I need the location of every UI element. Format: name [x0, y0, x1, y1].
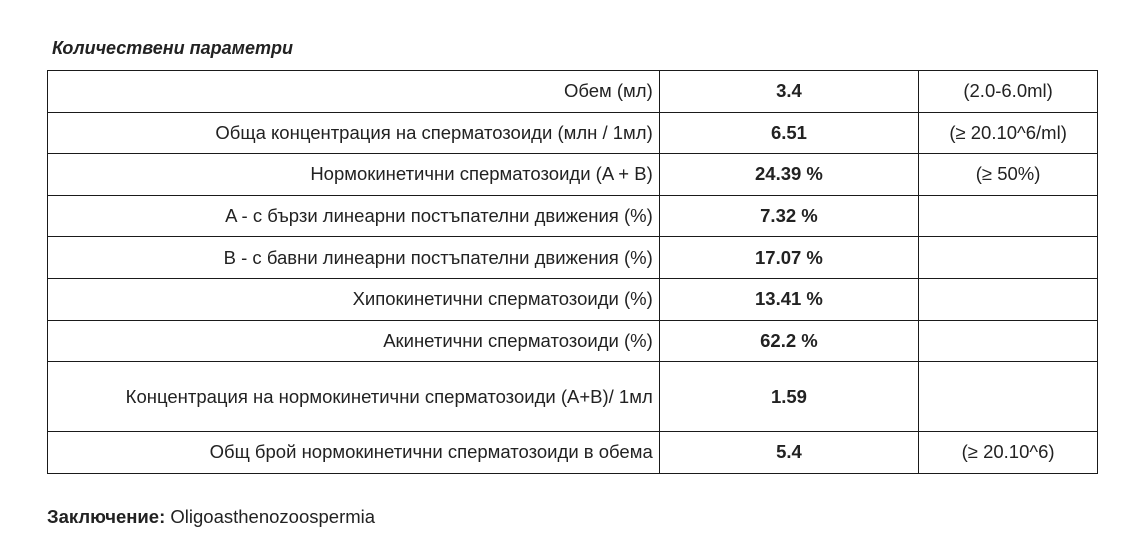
reference-range: (≥ 50%) — [918, 153, 1098, 196]
table-row: Обем (мл) 3.4 (2.0-6.0ml) — [47, 70, 1098, 113]
parameter-value: 3.4 — [658, 70, 920, 113]
reference-range — [918, 236, 1098, 279]
conclusion: Заключение: Oligoasthenozoospermia — [47, 506, 375, 528]
parameter-label: Общ брой нормокинетични сперматозоиди в … — [47, 431, 660, 474]
parameter-value: 7.32 % — [658, 194, 920, 238]
table-row: Нормокинетични сперматозоиди (A + B) 24.… — [47, 153, 1098, 196]
table-row: A - с бързи линеарни постъпателни движен… — [47, 194, 1098, 238]
parameter-value: 6.51 — [658, 111, 920, 155]
parameter-label: Хипокинетични сперматозоиди (%) — [47, 277, 660, 321]
parameter-label: A - с бързи линеарни постъпателни движен… — [47, 194, 660, 238]
reference-range — [918, 319, 1098, 363]
parameter-value: 5.4 — [658, 431, 920, 474]
conclusion-label: Заключение: — [47, 506, 166, 527]
section-title: Количествени параметри — [52, 38, 293, 58]
parameter-label: Концентрация на нормокинетични сперматоз… — [47, 361, 660, 433]
table-row: Концентрация на нормокинетични сперматоз… — [47, 361, 1098, 433]
parameter-label: Акинетични сперматозоиди (%) — [47, 319, 660, 363]
table-row: Обща концентрация на сперматозоиди (млн … — [47, 111, 1098, 155]
parameter-value: 13.41 % — [658, 277, 920, 321]
parameter-value: 17.07 % — [658, 236, 920, 279]
parameters-table: Обем (мл) 3.4 (2.0-6.0ml) Обща концентра… — [47, 70, 1098, 474]
parameter-value: 24.39 % — [658, 153, 920, 196]
table-row: B - с бавни линеарни постъпателни движен… — [47, 236, 1098, 279]
parameter-label: Нормокинетични сперматозоиди (A + B) — [47, 153, 660, 196]
conclusion-text: Oligoasthenozoospermia — [170, 506, 376, 527]
table-row: Акинетични сперматозоиди (%) 62.2 % — [47, 319, 1098, 363]
parameter-label: Обща концентрация на сперматозоиди (млн … — [47, 111, 660, 155]
reference-range: (≥ 20.10^6) — [918, 431, 1098, 474]
reference-range — [918, 361, 1098, 433]
reference-range — [918, 194, 1098, 238]
reference-range: (≥ 20.10^6/ml) — [918, 111, 1098, 155]
reference-range — [918, 277, 1098, 321]
parameter-label: Обем (мл) — [47, 70, 660, 113]
parameter-value: 1.59 — [658, 361, 920, 433]
parameter-label: B - с бавни линеарни постъпателни движен… — [47, 236, 660, 279]
parameter-value: 62.2 % — [658, 319, 920, 363]
reference-range: (2.0-6.0ml) — [918, 70, 1098, 113]
table-row: Хипокинетични сперматозоиди (%) 13.41 % — [47, 277, 1098, 321]
table-row: Общ брой нормокинетични сперматозоиди в … — [47, 431, 1098, 474]
